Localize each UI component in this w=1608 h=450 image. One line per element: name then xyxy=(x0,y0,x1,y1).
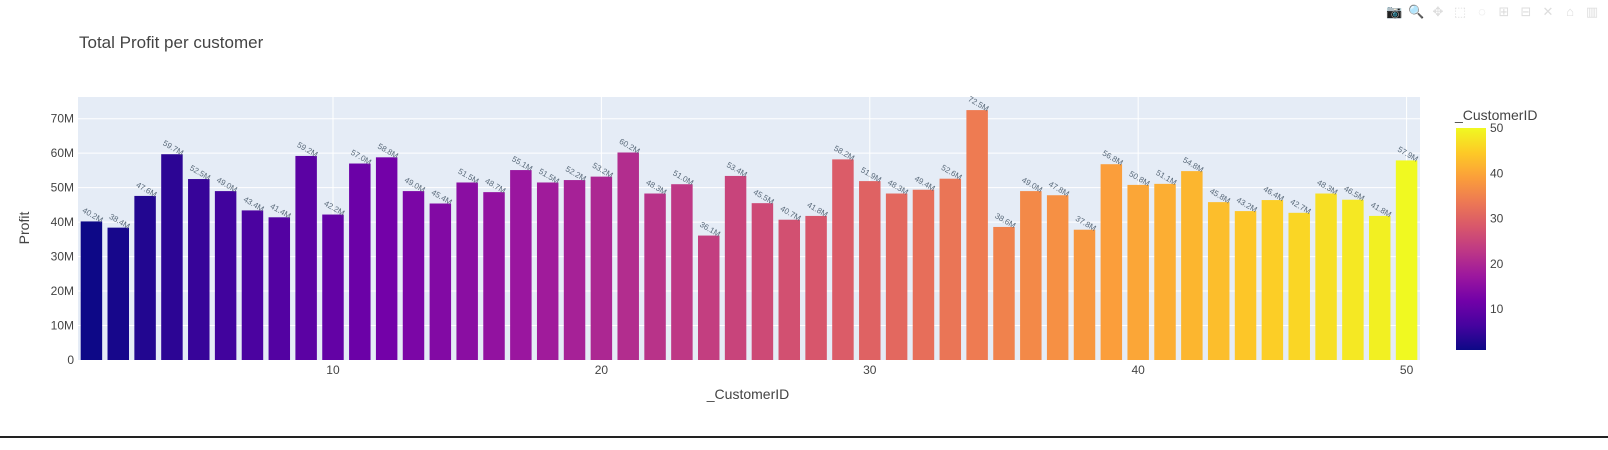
bar[interactable] xyxy=(1073,229,1096,360)
colorbar-tick-label: 20 xyxy=(1490,257,1504,271)
bar[interactable] xyxy=(859,181,881,360)
bar[interactable] xyxy=(429,203,452,360)
bar[interactable] xyxy=(617,152,639,360)
x-tick-label: 20 xyxy=(595,363,609,377)
y-tick-label: 0 xyxy=(67,353,74,367)
y-tick-label: 30M xyxy=(51,250,74,264)
lasso-icon[interactable]: ◌ xyxy=(1478,4,1486,19)
bar[interactable] xyxy=(1288,212,1310,360)
pan-icon[interactable]: ✥ xyxy=(1432,4,1444,19)
bar[interactable] xyxy=(322,214,344,360)
x-axis-label: _CustomerID xyxy=(706,386,789,402)
modebar: 📷 🔍 ✥ ⬚ ◌ ⊞ ⊟ ✕ ⌂ ▥ xyxy=(1386,4,1600,22)
bar[interactable] xyxy=(1261,200,1284,360)
bar[interactable] xyxy=(268,217,291,360)
colorbar-gradient xyxy=(1456,128,1486,350)
bar[interactable] xyxy=(161,154,183,360)
bar[interactable] xyxy=(698,235,720,360)
colorbar-title: _CustomerID xyxy=(1454,107,1537,123)
bar[interactable] xyxy=(107,227,129,360)
colorbar-tick-label: 30 xyxy=(1490,212,1504,226)
colorbar[interactable]: _CustomerID 10 20 30 40 50 xyxy=(1454,107,1537,350)
bar[interactable] xyxy=(1234,211,1257,360)
bar[interactable] xyxy=(1154,183,1176,360)
colorbar-tick-label: 50 xyxy=(1490,121,1504,135)
bar[interactable] xyxy=(912,189,935,360)
bar[interactable] xyxy=(349,163,371,360)
plotly-logo-icon[interactable]: ▥ xyxy=(1585,4,1599,19)
y-tick-label: 10M xyxy=(51,319,74,333)
colorbar-tick-label: 40 xyxy=(1490,166,1504,180)
bar[interactable] xyxy=(483,192,505,360)
bar[interactable] xyxy=(375,157,398,360)
bar[interactable] xyxy=(536,182,559,360)
bar[interactable] xyxy=(214,191,237,360)
y-tick-label: 40M xyxy=(51,215,74,229)
bar[interactable] xyxy=(1315,193,1337,360)
x-tick-label: 50 xyxy=(1400,363,1414,377)
bar[interactable] xyxy=(1100,164,1123,360)
bar[interactable] xyxy=(80,221,103,360)
zoom-out-icon[interactable]: ⊟ xyxy=(1520,4,1532,19)
bar[interactable] xyxy=(939,178,962,360)
y-tick-label: 70M xyxy=(51,112,74,126)
y-axis-label: Profit xyxy=(16,212,32,245)
home-icon[interactable]: ⌂ xyxy=(1566,4,1574,19)
colorbar-tick-label: 10 xyxy=(1490,302,1504,316)
bar[interactable] xyxy=(966,110,988,360)
bar[interactable] xyxy=(188,179,210,360)
bar[interactable] xyxy=(456,182,478,360)
bar[interactable] xyxy=(590,176,613,360)
bar[interactable] xyxy=(1046,195,1069,360)
y-axis: 0 10M 20M 30M 40M 50M 60M 70M xyxy=(51,112,75,367)
x-axis: 10 20 30 40 50 xyxy=(326,363,1413,377)
bottom-border xyxy=(0,436,1608,438)
box-select-icon[interactable]: ⬚ xyxy=(1453,4,1467,19)
bar[interactable] xyxy=(1020,191,1042,360)
bar[interactable] xyxy=(563,180,586,360)
bar[interactable] xyxy=(832,159,854,360)
bar[interactable] xyxy=(1181,171,1203,360)
zoom-in-icon[interactable]: ⊞ xyxy=(1498,4,1510,19)
bar[interactable] xyxy=(134,195,156,360)
bar[interactable] xyxy=(295,155,317,360)
colorbar-ticks: 10 20 30 40 50 xyxy=(1490,121,1504,316)
bar[interactable] xyxy=(885,193,908,360)
bars xyxy=(80,110,1418,360)
x-tick-label: 10 xyxy=(326,363,340,377)
bar[interactable] xyxy=(1369,215,1391,360)
bar[interactable] xyxy=(724,175,747,360)
bar[interactable] xyxy=(778,219,800,360)
bar[interactable] xyxy=(1395,160,1418,360)
bar[interactable] xyxy=(1127,184,1149,360)
x-tick-label: 30 xyxy=(863,363,877,377)
y-tick-label: 20M xyxy=(51,284,74,298)
y-tick-label: 50M xyxy=(51,181,74,195)
y-tick-label: 60M xyxy=(51,146,74,160)
chart-title: Total Profit per customer xyxy=(79,33,264,52)
bar[interactable] xyxy=(1207,202,1230,360)
bar[interactable] xyxy=(644,193,666,360)
bar[interactable] xyxy=(671,184,693,360)
bar[interactable] xyxy=(510,170,532,360)
bar[interactable] xyxy=(805,215,827,360)
bar[interactable] xyxy=(751,203,774,360)
bar[interactable] xyxy=(993,226,1015,360)
bar[interactable] xyxy=(241,210,264,360)
bar[interactable] xyxy=(1342,199,1364,360)
zoom-icon[interactable]: 🔍 xyxy=(1408,4,1425,19)
camera-icon[interactable]: 📷 xyxy=(1386,4,1403,19)
bar[interactable] xyxy=(402,191,425,360)
x-tick-label: 40 xyxy=(1132,363,1146,377)
autoscale-icon[interactable]: ✕ xyxy=(1542,4,1554,19)
